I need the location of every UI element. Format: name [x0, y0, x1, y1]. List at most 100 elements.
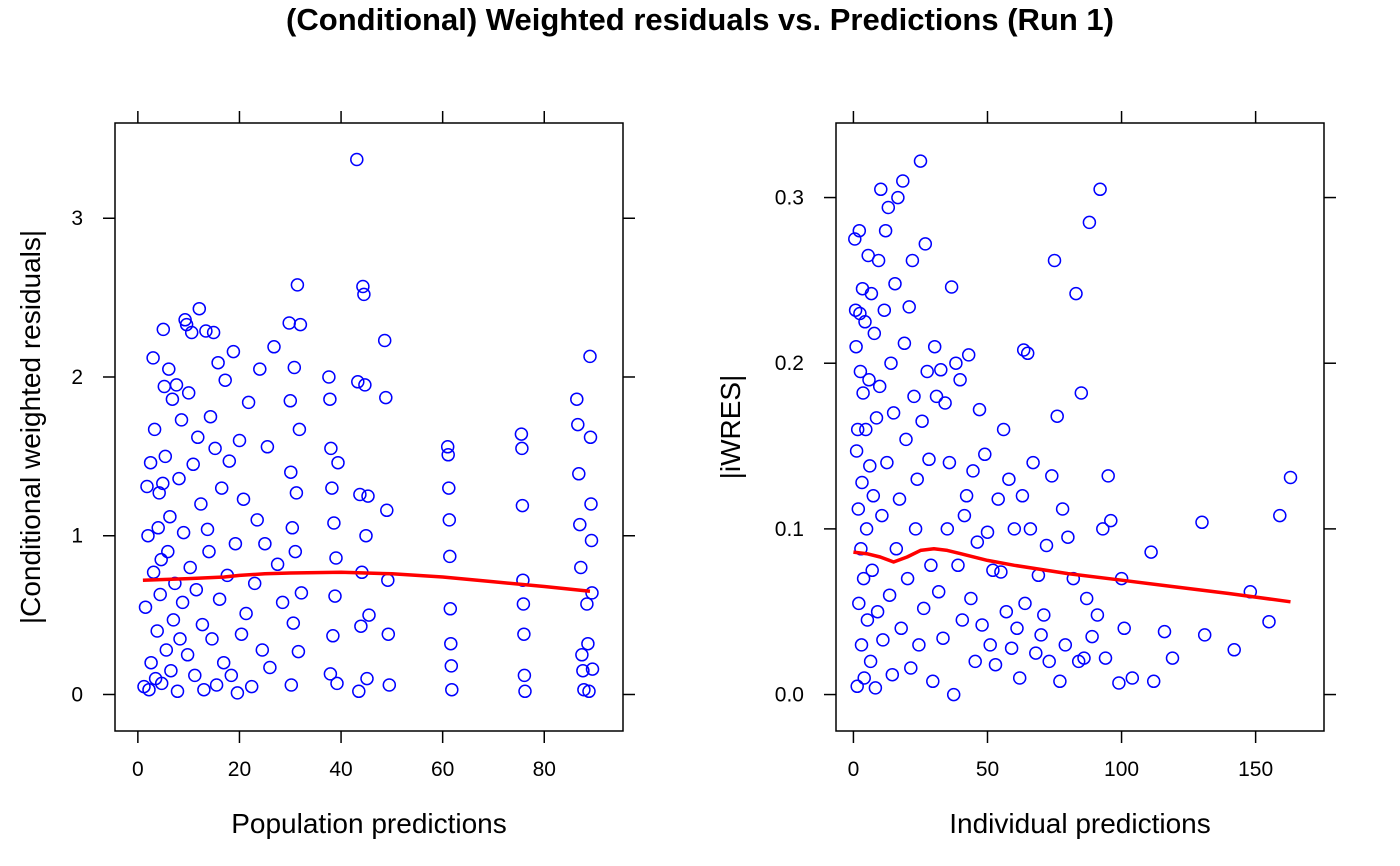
- panel-2-data-point: [855, 281, 870, 296]
- panel-2-x-tick-label: 50: [976, 758, 999, 781]
- panel-2-data-point: [1023, 522, 1038, 536]
- panel-1-data-point: [250, 513, 264, 527]
- panel-2-data-point: [877, 303, 892, 317]
- panel-1-data-point: [584, 497, 598, 511]
- panel-1-data-point: [282, 316, 296, 330]
- panel-2-data-point: [1165, 651, 1180, 665]
- panel-1-data-point: [211, 355, 225, 370]
- panel-2-data-point: [1026, 455, 1040, 470]
- panel-1-data-point: [228, 536, 243, 551]
- panel-2-data-point: [857, 671, 871, 685]
- panel-2-data-point: [1227, 643, 1241, 657]
- panel-1-data-point: [327, 516, 341, 530]
- panel-1-data-point: [353, 487, 367, 502]
- panel-2-data-point: [874, 182, 888, 197]
- panel-1-data-point: [361, 489, 375, 503]
- panel-2-data-point: [916, 601, 931, 616]
- panel-2-x-axis-title: Individual predictions: [949, 808, 1211, 839]
- panel-2-data-point: [975, 618, 989, 632]
- panel-2-data-point: [986, 563, 1000, 578]
- panel-1-data-point: [147, 422, 162, 437]
- panel-1-data-point: [573, 517, 587, 532]
- panel-2-data-point: [849, 339, 863, 354]
- panel-1-data-point: [141, 528, 155, 543]
- panel-2-data-point: [866, 489, 881, 503]
- panel-2-x-tick-label: 100: [1104, 758, 1139, 781]
- panel-1-data-point: [582, 684, 596, 699]
- panel-2-data-point: [913, 154, 928, 168]
- panel-1-data-point: [350, 152, 364, 167]
- panel-2-data-point: [953, 373, 967, 387]
- panel-2-data-point: [961, 348, 976, 362]
- panel-2-data-point: [875, 508, 889, 523]
- panel-1-data-point: [357, 287, 371, 302]
- panel-1-data-point: [236, 492, 251, 506]
- panel-1-data-point: [352, 684, 366, 699]
- panel-1-data-point: [515, 441, 529, 456]
- panel-1-data-point: [176, 525, 191, 540]
- panel-1-data-point: [163, 509, 177, 524]
- panel-2-data-point: [1004, 641, 1019, 655]
- panel-1-data-point: [153, 587, 167, 602]
- panel-2-data-point: [949, 356, 963, 370]
- panel-1-data-point: [381, 573, 395, 587]
- panel-2-data-point: [870, 604, 885, 619]
- panel-1-data-point: [283, 394, 298, 408]
- panel-2-data-point: [851, 502, 866, 516]
- panel-1-data-point: [157, 379, 172, 394]
- panel-2-data-point: [927, 339, 942, 354]
- panel-2-data-point: [934, 363, 948, 377]
- panel-1-data-point: [205, 632, 219, 646]
- panel-2-data-point: [920, 364, 934, 379]
- panel-1-y-tick-label: 0: [71, 683, 83, 706]
- panel-1-data-point: [162, 362, 176, 376]
- panel-1-data-point: [208, 441, 222, 456]
- panel-2-data-point: [1125, 671, 1140, 685]
- panel-2-data-point: [850, 679, 864, 694]
- panel-1-data-point: [194, 497, 208, 511]
- panel-1-data-point: [443, 602, 458, 616]
- panel-1-data-point: [293, 317, 308, 332]
- panel-1-data-point: [258, 536, 272, 551]
- panel-2-data-point: [988, 657, 1003, 672]
- panel-2-data-point: [907, 389, 921, 404]
- panel-1-data-point: [358, 378, 372, 392]
- panel-2-data-point: [1077, 651, 1091, 665]
- panel-1-data-point: [165, 392, 180, 406]
- panel-2-data-point: [1002, 472, 1016, 486]
- panel-1-data-point: [224, 668, 239, 683]
- panel-2-data-point: [951, 558, 965, 573]
- panel-1-data-point: [202, 544, 216, 559]
- panel-2-data-point: [888, 276, 902, 291]
- panel-2-data-point: [1079, 591, 1094, 606]
- panel-1-data-point: [440, 440, 455, 454]
- panel-2-data-point: [1074, 386, 1089, 400]
- panel-2-data-point: [878, 223, 893, 238]
- panel-2-data-point: [896, 174, 910, 188]
- panel-1-data-point: [192, 301, 207, 316]
- panel-2-data-point: [978, 447, 992, 462]
- panel-1-data-point: [209, 678, 224, 692]
- panel-1-data-point: [442, 513, 457, 527]
- panel-2-data-point: [1055, 502, 1070, 516]
- panel-2-data-point: [1112, 676, 1126, 690]
- panel-1-data-point: [572, 467, 586, 481]
- panel-1-data-point: [583, 430, 598, 445]
- panel-2-data-point: [854, 638, 869, 652]
- panel-1-data-point: [203, 409, 218, 424]
- panel-2-y-axis-title: |iWRES|: [715, 375, 746, 480]
- panel-1-data-point: [189, 582, 204, 597]
- panel-1-data-point: [183, 560, 197, 575]
- panel-2-data-point: [858, 315, 872, 329]
- panel-1-data-point: [443, 549, 457, 564]
- panel-2-data-point: [1047, 253, 1062, 268]
- panel-2-data-point: [1117, 621, 1131, 636]
- panel-2-data-point: [1197, 628, 1212, 642]
- panel-2-data-point: [852, 596, 866, 611]
- panel-2-data-point: [886, 406, 901, 420]
- panel-1-data-point: [570, 392, 584, 406]
- panel-1-y-tick-label: 3: [71, 207, 83, 230]
- panel-2-data-point: [1090, 608, 1105, 622]
- panel-2-data-point: [1050, 409, 1064, 423]
- panel-1-data-point: [323, 392, 337, 406]
